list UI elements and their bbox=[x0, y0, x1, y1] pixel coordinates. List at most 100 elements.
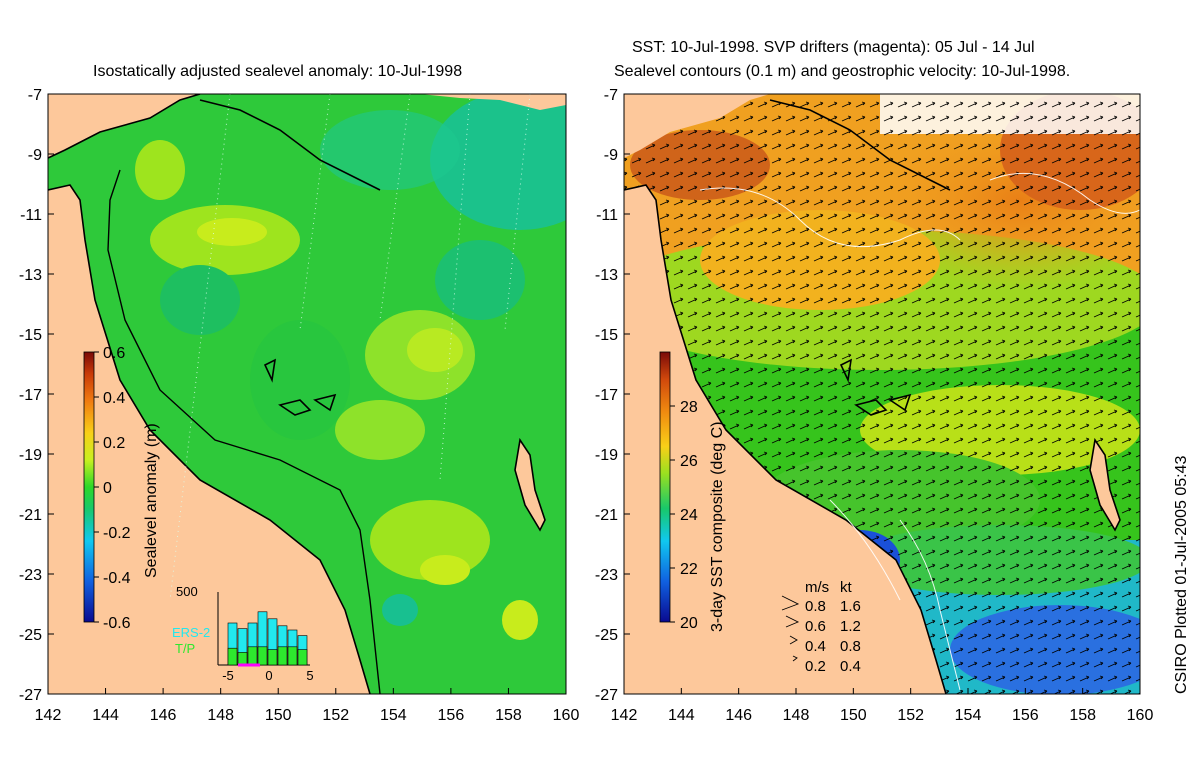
left-colorbar-label: Sealevel anomaly (m) bbox=[143, 423, 160, 578]
left-colorbar-tick: 0 bbox=[103, 480, 112, 497]
lon-tick-label-left: 142 bbox=[35, 707, 62, 724]
lon-tick-label-right: 158 bbox=[1069, 707, 1096, 724]
lat-tick-label-right: -19 bbox=[595, 447, 618, 464]
histogram-bar-tp bbox=[287, 646, 298, 666]
arrow-0.6-icon bbox=[785, 615, 800, 628]
histogram-x-tick: 5 bbox=[306, 668, 313, 683]
lat-tick-label-right: -15 bbox=[595, 327, 618, 344]
left-colorbar-tick: 0.4 bbox=[103, 390, 125, 407]
plot-credit: CSIRO Plotted 01-Jul-2005 05:43 bbox=[1173, 456, 1190, 694]
right-colorbar-tick: 20 bbox=[680, 615, 698, 632]
right-colorbar-tick: 24 bbox=[680, 507, 698, 524]
velocity-legend-ms: 0.6 bbox=[805, 618, 826, 635]
left-shelf-contour bbox=[107, 169, 381, 694]
velocity-legend-ms: 0.8 bbox=[805, 598, 826, 615]
lat-tick-label-left: -27 bbox=[19, 687, 42, 704]
histogram-x-tick: 0 bbox=[265, 668, 272, 683]
velocity-legend-ms: 0.4 bbox=[805, 638, 826, 655]
left-colorbar-tick: -0.6 bbox=[103, 615, 131, 632]
right-colorbar-tick: 28 bbox=[680, 399, 698, 416]
lat-tick-label-left: -7 bbox=[28, 87, 42, 104]
histogram-bar-tp bbox=[247, 646, 258, 666]
histogram-bar-tp bbox=[277, 646, 288, 666]
right-colorbar bbox=[659, 351, 671, 623]
lat-tick-label-right: -11 bbox=[596, 207, 618, 224]
lat-tick-label-left: -21 bbox=[19, 507, 42, 524]
left-colorbar-tick: 0.6 bbox=[103, 345, 125, 362]
left-map bbox=[48, 94, 566, 694]
left-map-title: Isostatically adjusted sealevel anomaly:… bbox=[93, 63, 463, 80]
lon-tick-label-right: 152 bbox=[897, 707, 924, 724]
lon-tick-label-left: 158 bbox=[495, 707, 522, 724]
lon-tick-label-right: 150 bbox=[840, 707, 867, 724]
histogram-bar-tp bbox=[297, 649, 308, 666]
lat-tick-label-left: -23 bbox=[19, 567, 42, 584]
lon-tick-label-right: 146 bbox=[725, 707, 752, 724]
lat-tick-label-right: -7 bbox=[604, 87, 618, 104]
lon-tick-label-left: 144 bbox=[92, 707, 119, 724]
histogram-x-tick: -5 bbox=[222, 668, 234, 683]
right-coastline bbox=[624, 99, 1121, 694]
lat-tick-label-right: -23 bbox=[595, 567, 618, 584]
lat-tick-label-left: -13 bbox=[19, 267, 42, 284]
histogram-inset bbox=[217, 592, 310, 667]
left-colorbar-tick: 0.2 bbox=[103, 435, 125, 452]
lat-tick-label-right: -27 bbox=[595, 687, 618, 704]
right-map-title-line1: SST: 10-Jul-1998. SVP drifters (magenta)… bbox=[632, 39, 1035, 56]
histogram-legend-ers2: ERS-2 bbox=[172, 625, 210, 640]
lat-tick-label-right: -9 bbox=[604, 147, 618, 164]
lat-tick-label-left: -17 bbox=[19, 387, 42, 404]
right-map bbox=[624, 94, 1140, 694]
arrow-0.8-icon bbox=[781, 595, 800, 611]
lon-tick-label-right: 144 bbox=[668, 707, 695, 724]
right-map-title-line2: Sealevel contours (0.1 m) and geostrophi… bbox=[614, 63, 1071, 80]
histogram-bar-tp bbox=[257, 646, 268, 666]
lon-tick-label-left: 146 bbox=[150, 707, 177, 724]
lat-tick-label-left: -15 bbox=[19, 327, 42, 344]
histogram-bar-tp bbox=[227, 647, 238, 666]
lon-tick-label-right: 156 bbox=[1012, 707, 1039, 724]
lon-tick-label-right: 148 bbox=[783, 707, 810, 724]
arrow-0.4-icon bbox=[789, 635, 798, 645]
velocity-legend-ms: 0.2 bbox=[805, 658, 826, 675]
right-colorbar-label: 3-day SST composite (deg C) bbox=[709, 422, 726, 632]
left-colorbar-tick: -0.4 bbox=[103, 570, 131, 587]
lat-tick-label-left: -9 bbox=[28, 147, 42, 164]
velocity-legend-kt: 0.8 bbox=[840, 638, 861, 655]
lon-tick-label-right: 142 bbox=[611, 707, 638, 724]
lat-tick-label-right: -17 bbox=[595, 387, 618, 404]
lon-tick-label-left: 148 bbox=[207, 707, 234, 724]
histogram-legend-tp: T/P bbox=[175, 641, 195, 656]
left-coastline bbox=[48, 94, 546, 694]
right-land bbox=[624, 94, 1120, 694]
lon-tick-label-left: 154 bbox=[380, 707, 407, 724]
lat-tick-label-right: -25 bbox=[595, 627, 618, 644]
lon-tick-label-left: 150 bbox=[265, 707, 292, 724]
velocity-legend-arrows bbox=[781, 595, 800, 662]
left-colorbar bbox=[83, 351, 95, 623]
right-colorbar-tick: 26 bbox=[680, 453, 698, 470]
lat-tick-label-left: -19 bbox=[19, 447, 42, 464]
velocity-legend-kt: 0.4 bbox=[840, 658, 861, 675]
lon-tick-label-right: 154 bbox=[955, 707, 982, 724]
lat-tick-label-left: -11 bbox=[20, 207, 42, 224]
histogram-bar-tp bbox=[237, 652, 248, 666]
lon-tick-label-right: 160 bbox=[1127, 707, 1154, 724]
left-colorbar-tick: -0.2 bbox=[103, 525, 131, 542]
histogram-ymax-label: 500 bbox=[176, 584, 198, 599]
histogram-bar-tp bbox=[267, 649, 278, 666]
velocity-legend-header-ms: m/s bbox=[805, 579, 829, 596]
velocity-legend-kt: 1.2 bbox=[840, 618, 861, 635]
lon-tick-label-left: 156 bbox=[438, 707, 465, 724]
arrow-0.2-icon bbox=[792, 655, 798, 662]
right-colorbar-tick: 22 bbox=[680, 561, 698, 578]
lat-tick-label-right: -13 bbox=[595, 267, 618, 284]
velocity-legend-header-kt: kt bbox=[840, 579, 853, 596]
lat-tick-label-left: -25 bbox=[19, 627, 42, 644]
velocity-legend-kt: 1.6 bbox=[840, 598, 861, 615]
sealevel-anomaly-field bbox=[135, 94, 566, 640]
lat-tick-label-right: -21 bbox=[595, 507, 618, 524]
lon-tick-label-left: 152 bbox=[322, 707, 349, 724]
lon-tick-label-left: 160 bbox=[553, 707, 580, 724]
